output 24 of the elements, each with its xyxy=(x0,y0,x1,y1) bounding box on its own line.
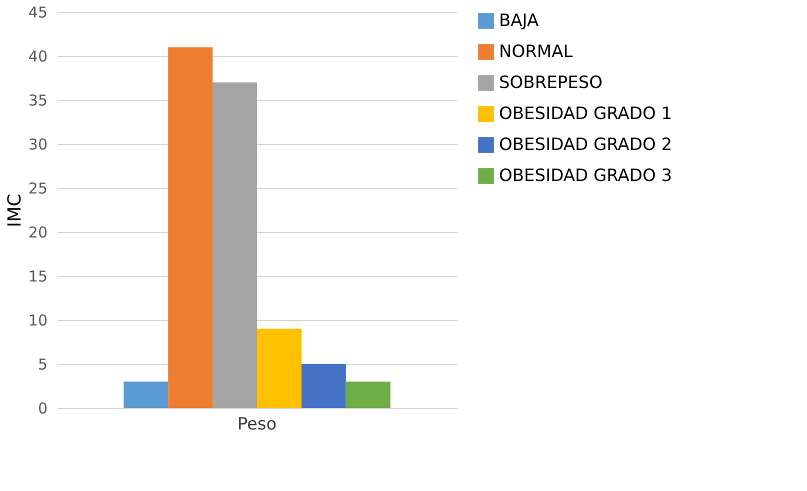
y-tick-label: 40 xyxy=(28,48,48,66)
y-tick-label: 25 xyxy=(28,180,48,198)
legend-label: NORMAL xyxy=(499,42,574,62)
legend-label: OBESIDAD GRADO 3 xyxy=(499,166,672,186)
legend-label: BAJA xyxy=(499,11,540,31)
legend-label: OBESIDAD GRADO 2 xyxy=(499,135,672,155)
bar xyxy=(346,382,390,408)
legend-label: OBESIDAD GRADO 1 xyxy=(499,104,672,124)
bar xyxy=(124,382,168,408)
y-tick-label: 45 xyxy=(28,4,48,22)
y-tick-label: 30 xyxy=(28,136,48,154)
y-tick-label: 5 xyxy=(38,356,48,374)
bar xyxy=(168,47,213,408)
bar xyxy=(257,328,302,408)
y-tick-label: 35 xyxy=(28,92,48,110)
y-tick-label: 15 xyxy=(28,268,48,286)
bar xyxy=(301,364,346,408)
y-tick-label: 20 xyxy=(28,224,48,242)
y-axis-title: IMC xyxy=(4,194,26,228)
legend-label: SOBREPESO xyxy=(499,73,603,93)
x-tick-label: Peso xyxy=(237,414,277,434)
bar xyxy=(212,82,257,408)
y-tick-label: 10 xyxy=(28,312,48,330)
y-tick-label: 0 xyxy=(38,400,48,418)
